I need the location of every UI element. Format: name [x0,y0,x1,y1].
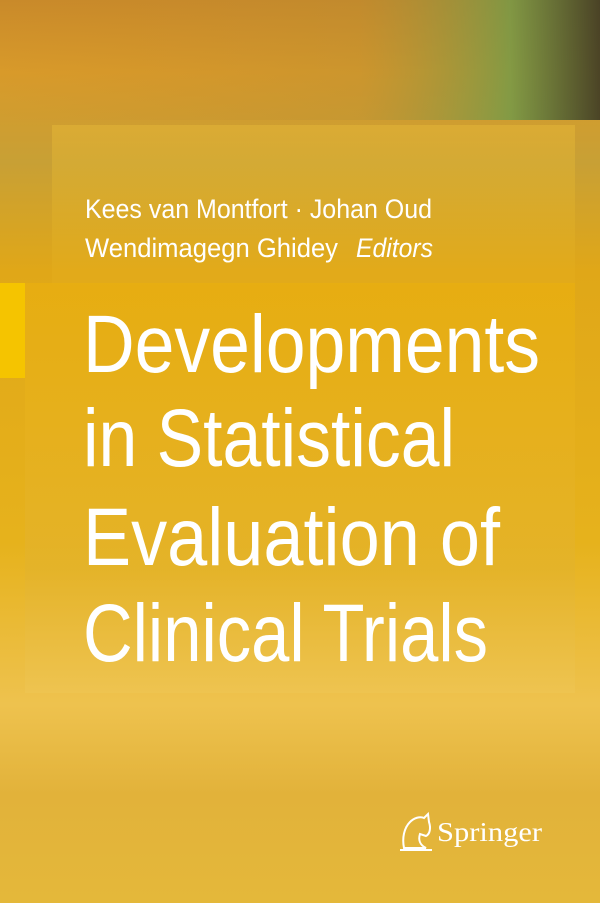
title-line: Clinical Trials [83,588,488,679]
title-line: in Statistical [83,393,455,484]
editors-line: Kees van Montfort · Johan Oud [85,194,432,224]
background-band [0,0,600,120]
publisher-logo [400,811,432,851]
title-line: Developments [83,299,540,390]
accent-bar [0,283,25,378]
editor-panel [52,125,575,285]
publisher: Springer [437,817,542,847]
title-panel [25,283,575,693]
title-line: Evaluation of [83,492,500,583]
editors-role: Editors [356,233,433,263]
editors-line: Wendimagegn Ghidey [85,233,338,263]
